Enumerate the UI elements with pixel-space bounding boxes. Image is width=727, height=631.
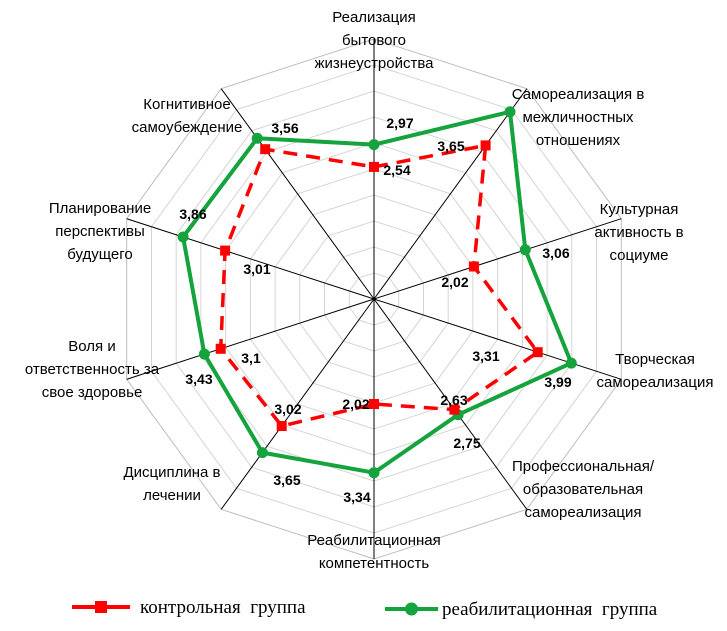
legend-label: реабилитационная группа — [442, 599, 658, 620]
data-label: 3,01 — [243, 261, 270, 277]
data-label: 3,65 — [273, 472, 300, 488]
axis-spoke — [220, 88, 375, 300]
data-label: 3,06 — [542, 245, 569, 261]
axis-spoke — [220, 298, 375, 510]
legend-label: контрольная группа — [140, 597, 306, 618]
data-label: 2,02 — [441, 274, 468, 290]
data-point-marker — [215, 343, 226, 354]
data-point-marker — [565, 357, 577, 369]
data-label: 2,63 — [440, 392, 467, 408]
axis-spoke — [126, 298, 375, 380]
data-point-marker — [468, 261, 479, 272]
data-point-marker — [449, 404, 460, 415]
axis-label: будущего — [67, 246, 133, 263]
data-point-marker — [368, 139, 380, 151]
axis-spoke — [373, 88, 528, 300]
series-layer — [177, 106, 577, 479]
data-point-marker — [177, 231, 189, 243]
data-label: 3,65 — [437, 138, 464, 154]
axis-label: активность в — [594, 224, 683, 241]
axis-label: ответственность за — [25, 361, 160, 378]
data-point-marker — [369, 399, 379, 409]
axis-label: отношениях — [536, 132, 621, 149]
data-label: 2,97 — [386, 115, 413, 131]
data-point-marker — [220, 245, 231, 256]
data-point-marker — [368, 467, 380, 479]
data-label: 3,31 — [472, 348, 499, 364]
axis-labels: Реализация бытового жизнеустройства Самореа… — [25, 9, 714, 572]
axis-label: самореализация — [597, 374, 714, 391]
data-label: 3,02 — [274, 401, 301, 417]
axis-label: перспективы — [55, 223, 145, 240]
data-point-marker — [260, 144, 271, 155]
data-label: 3,99 — [544, 374, 571, 390]
axis-label: Культурная — [600, 201, 679, 218]
value-labels: 2,54 3,65 2,02 3,31 2,63 2,02 3,02 3,1 3,01 3,56 2… — [179, 115, 571, 505]
data-point-marker — [369, 161, 379, 172]
axis-label: Планирование — [49, 200, 151, 217]
legend: контрольная группа реабилитационная групп… — [72, 597, 658, 620]
axis-label: самоубеждение — [132, 119, 243, 136]
axis-label: социуме — [610, 247, 669, 264]
axis-label: жизнеустройства — [314, 55, 434, 72]
data-label: 3,34 — [343, 489, 370, 505]
series-control — [215, 140, 543, 431]
axis-label: Когнитивное — [143, 96, 230, 113]
legend-item: реабилитационная группа — [385, 599, 658, 620]
axis-label: образовательная — [523, 481, 643, 498]
axis-spoke — [373, 218, 622, 300]
data-point-marker — [276, 421, 287, 431]
axis-label: бытового — [342, 32, 406, 49]
legend-marker — [405, 602, 418, 616]
axis-label: Самореализация в — [512, 86, 645, 103]
legend-marker — [95, 601, 107, 613]
axis-label: компетентность — [319, 555, 430, 572]
data-label: 2,75 — [453, 435, 480, 451]
radar-spokes — [126, 39, 622, 559]
data-point-marker — [251, 132, 263, 144]
data-label: 2,02 — [342, 396, 369, 412]
data-point-marker — [504, 106, 516, 118]
axis-label: лечении — [143, 487, 201, 504]
data-point-marker — [480, 140, 491, 151]
data-label: 3,1 — [241, 350, 261, 366]
series-line — [218, 143, 540, 428]
axis-label: Реализация — [332, 9, 415, 26]
axis-label: самореализация — [525, 504, 642, 521]
data-label: 3,86 — [179, 206, 206, 222]
data-label: 3,56 — [271, 120, 298, 136]
data-point-marker — [519, 244, 531, 256]
data-point-marker — [532, 347, 543, 358]
axis-spoke — [373, 298, 622, 380]
axis-label: Творческая — [615, 351, 695, 368]
axis-spoke — [126, 218, 375, 300]
axis-label: Дисциплина в — [123, 464, 220, 481]
data-label: 3,43 — [185, 371, 212, 387]
axis-label: межличностных — [522, 109, 634, 126]
data-point-marker — [198, 348, 210, 360]
axis-label: Воля и — [68, 338, 115, 355]
data-point-marker — [256, 447, 268, 459]
legend-item: контрольная группа — [72, 597, 306, 618]
axis-label: Реабилитационная — [307, 532, 441, 549]
axis-spoke — [373, 298, 528, 510]
axis-label: свое здоровье — [42, 384, 143, 401]
series-rehab — [177, 106, 577, 479]
data-label: 2,54 — [383, 162, 410, 178]
axis-label: Профессиональная/ — [512, 458, 655, 475]
